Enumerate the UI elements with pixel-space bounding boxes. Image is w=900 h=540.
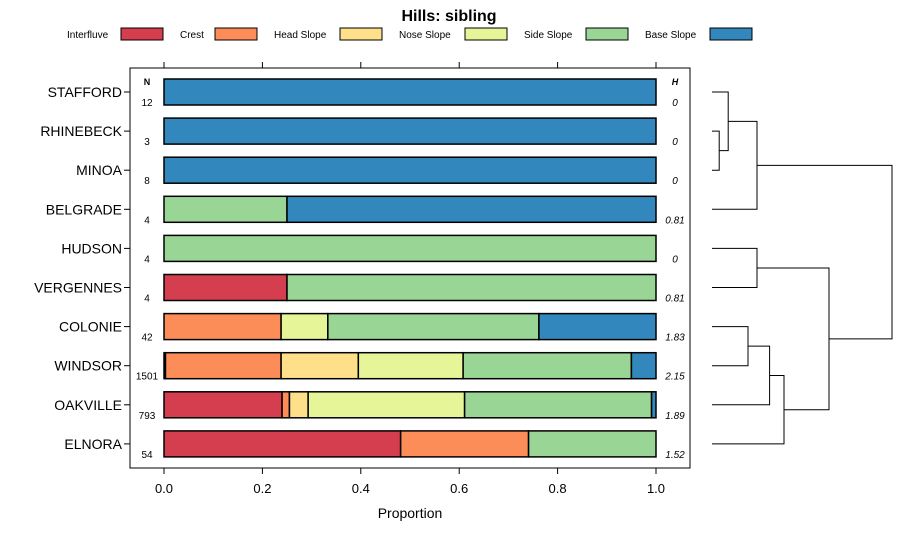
- legend-swatch: [585, 27, 629, 41]
- row-label: WINDSOR: [54, 358, 122, 374]
- bar-segment: [163, 234, 657, 263]
- legend-label: Interfluve: [67, 30, 109, 41]
- dendrogram-branch: [757, 164, 893, 340]
- row-label: RHINEBECK: [40, 123, 122, 139]
- row-h: 0: [672, 98, 678, 109]
- x-axis-label: Proportion: [378, 505, 443, 521]
- row-h: 1.52: [665, 450, 685, 461]
- bar-segment: [463, 391, 653, 419]
- row-label: ELNORA: [64, 436, 122, 452]
- x-tick-label: 0.8: [549, 481, 567, 496]
- bar-segment: [286, 195, 657, 224]
- bar-segment: [527, 430, 657, 458]
- legend-label: Crest: [180, 30, 204, 41]
- legend-swatch: [709, 27, 753, 41]
- x-tick-label: 0.2: [253, 481, 271, 496]
- legend-label: Base Slope: [645, 30, 697, 41]
- legend-label: Side Slope: [524, 30, 573, 41]
- bar-segment: [538, 312, 657, 341]
- dendrogram-branch: [712, 247, 758, 288]
- row-n: 8: [144, 176, 150, 187]
- row-n: 4: [144, 215, 150, 226]
- row-n: 793: [139, 411, 156, 422]
- legend-label: Nose Slope: [399, 30, 451, 41]
- row-h: 0.81: [665, 294, 684, 305]
- bar-segment: [163, 117, 657, 145]
- panel-border: [129, 67, 691, 469]
- row-n: 54: [141, 450, 153, 461]
- dendrogram: [712, 91, 893, 445]
- bar-segment: [327, 312, 540, 341]
- row-label: VERGENNES: [34, 280, 122, 296]
- row-n: 12: [141, 98, 153, 109]
- legend: Interfluve Crest Head Slope Nose Slope Side …: [67, 27, 753, 41]
- bar-segment: [630, 351, 657, 380]
- row-label: COLONIE: [59, 319, 122, 335]
- bar-segment: [163, 156, 657, 184]
- dendrogram-branch: [757, 267, 830, 411]
- row-n: 1501: [136, 372, 159, 383]
- plot-area: 0.0 0.2 0.4 0.6 0.8 1.0 N H STAFFORD 12 0 RHINEBECK…: [34, 62, 691, 496]
- row-label: OAKVILLE: [54, 397, 122, 413]
- legend-label: Head Slope: [274, 30, 327, 41]
- dendrogram-branch: [712, 326, 749, 367]
- bar-segment: [163, 195, 288, 224]
- bar-segment: [307, 391, 466, 419]
- bar-segment: [163, 312, 282, 341]
- x-tick-label: 0.6: [450, 481, 468, 496]
- dendrogram-branch: [712, 374, 785, 445]
- row-n: 3: [144, 137, 150, 148]
- dendrogram-branch: [712, 130, 720, 171]
- bar-segment: [280, 351, 360, 380]
- dendrogram-branch: [712, 345, 771, 406]
- bar-segment: [399, 430, 530, 458]
- dendrogram-branch: [712, 91, 729, 152]
- bar-segment: [280, 312, 329, 341]
- bar-segment: [357, 351, 464, 380]
- row-label: HUDSON: [61, 240, 122, 256]
- bar-segment: [164, 351, 282, 380]
- x-tick-label: 0.4: [352, 481, 370, 496]
- bar-segment: [286, 273, 657, 302]
- row-h: 0: [672, 254, 678, 265]
- row-label: MINOA: [76, 162, 123, 178]
- legend-swatch: [214, 27, 258, 41]
- h-header: H: [672, 77, 679, 87]
- row-h: 1.83: [665, 333, 685, 344]
- x-tick-label: 0.0: [155, 481, 173, 496]
- row-label: BELGRADE: [46, 201, 122, 217]
- row-h: 0.81: [665, 215, 684, 226]
- chart-title: Hills: sibling: [401, 8, 496, 25]
- bar-segment: [281, 391, 291, 419]
- x-tick-label: 1.0: [647, 481, 665, 496]
- row-label: STAFFORD: [48, 84, 122, 100]
- row-h: 0: [672, 137, 678, 148]
- row-h: 1.89: [665, 411, 685, 422]
- bar-segment: [163, 430, 402, 458]
- row-n: 4: [144, 254, 150, 265]
- bar-segment: [163, 78, 657, 106]
- legend-swatch: [339, 27, 383, 41]
- row-h: 2.15: [664, 372, 685, 383]
- row-n: 4: [144, 294, 150, 305]
- row-h: 0: [672, 176, 678, 187]
- bar-segment: [462, 351, 633, 380]
- row-n: 42: [141, 333, 153, 344]
- bar-segment: [288, 391, 309, 419]
- legend-swatch: [464, 27, 508, 41]
- legend-swatch: [120, 27, 164, 41]
- bar-segment: [163, 273, 288, 302]
- bar-segment: [163, 391, 283, 419]
- n-header: N: [144, 77, 151, 87]
- bar-segment: [650, 391, 657, 419]
